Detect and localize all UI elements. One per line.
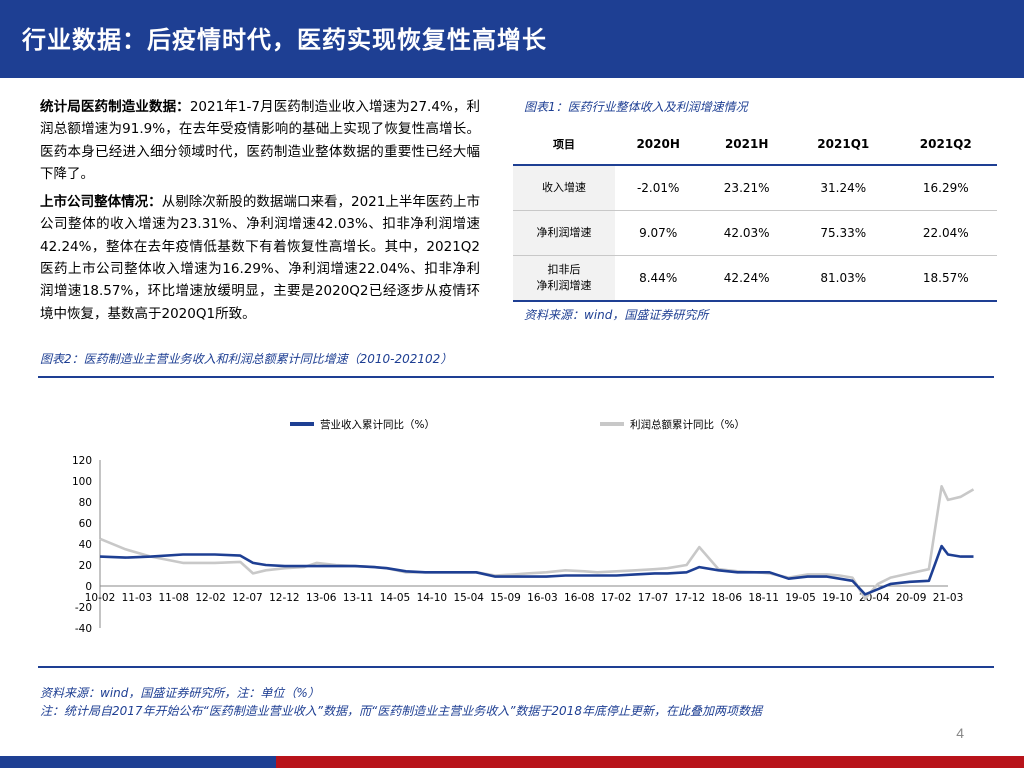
table-cell: 75.33% (792, 210, 895, 256)
y-tick-label: 120 (72, 455, 92, 467)
table-cell: 81.03% (792, 255, 895, 302)
table-header-2021q1: 2021Q1 (792, 124, 895, 166)
y-tick-label: 0 (85, 581, 92, 593)
series-line-revenue (99, 544, 974, 596)
y-tick-label: 60 (79, 518, 92, 530)
table-cell: 31.24% (792, 165, 895, 211)
page-number: 4 (956, 725, 964, 741)
table-caption: 图表1：医药行业整体收入及利润增速情况 (524, 100, 748, 114)
x-tick-label: 18-11 (748, 592, 779, 604)
table-source: 资料来源：wind，国盛证券研究所 (524, 308, 709, 322)
y-tick-label: 80 (79, 497, 92, 509)
table-cell: 23.21% (701, 165, 793, 211)
title-bar (0, 0, 1024, 78)
table-row-label-line2: 净利润增速 (536, 279, 592, 292)
table-header-2020h: 2020H (615, 124, 702, 166)
table-header-row: 项目 2020H 2021H 2021Q1 2021Q2 (513, 124, 997, 166)
x-tick-label: 17-02 (601, 592, 632, 604)
y-tick-label: 20 (79, 560, 92, 572)
table-cell: 22.04% (894, 210, 997, 256)
y-axis: 120 100 80 60 40 20 0 -20 -40 (72, 455, 101, 635)
table-row: 净利润增速 9.07% 42.03% 75.33% 22.04% (513, 210, 997, 256)
table-row-label: 扣非后 净利润增速 (513, 255, 615, 302)
x-tick-label: 15-04 (453, 592, 484, 604)
y-tick-label: 100 (72, 476, 92, 488)
table-header-item: 项目 (513, 124, 615, 166)
footer-source: 资料来源：wind，国盛证券研究所，注：单位（%） (40, 686, 320, 700)
chart-caption: 图表2：医药制造业主营业务收入和利润总额累计同比增速（2010-202102） (40, 352, 453, 366)
growth-table: 项目 2020H 2021H 2021Q1 2021Q2 收入增速 -2.01%… (513, 124, 997, 302)
x-tick-label: 15-09 (490, 592, 521, 604)
y-tick-label: -40 (75, 623, 92, 635)
table-header-2021h: 2021H (701, 124, 793, 166)
x-tick-label: 12-12 (269, 592, 300, 604)
table-row-label: 净利润增速 (513, 210, 615, 256)
paragraph-stats-bureau-heading: 统计局医药制造业数据： (40, 99, 190, 115)
table-cell: 16.29% (894, 165, 997, 211)
table-row: 扣非后净利润增速 8.44% 42.24% 81.03% 18.57% (513, 255, 997, 302)
x-tick-label: 18-06 (712, 592, 743, 604)
paragraph-listed-companies-body: 从剔除次新股的数据端口来看，2021上半年医药上市公司整体的收入增速为23.31… (40, 194, 481, 322)
x-tick-label: 16-03 (527, 592, 558, 604)
x-tick-label: 17-12 (675, 592, 706, 604)
y-tick-label: 40 (79, 539, 92, 551)
table-row-label-line1: 扣非后 (547, 263, 581, 276)
table-cell: -2.01% (615, 165, 702, 211)
x-tick-label: 17-07 (638, 592, 669, 604)
chart-svg: 营业收入累计同比（%） 利润总额累计同比（%） 120 100 80 60 40 20 0 -… (72, 418, 975, 635)
x-tick-label: 10-02 (85, 592, 116, 604)
x-tick-label: 21-03 (933, 592, 964, 604)
table-header-2021q2: 2021Q2 (894, 124, 997, 166)
footer-bar-red (276, 756, 1024, 768)
x-tick-label: 13-06 (306, 592, 337, 604)
table-cell: 42.24% (701, 255, 793, 302)
x-axis: 10-02 11-03 11-08 12-02 12-07 12-12 13-06 13-11… (85, 585, 964, 604)
x-tick-label: 19-10 (822, 592, 853, 604)
y-tick-label: -20 (75, 602, 92, 614)
legend-label-revenue: 营业收入累计同比（%） (320, 418, 435, 431)
series-line-profit (99, 485, 975, 600)
x-tick-label: 14-10 (417, 592, 448, 604)
legend-label-profit: 利润总额累计同比（%） (630, 418, 745, 431)
table-cell: 42.03% (701, 210, 793, 256)
table-row-label: 收入增速 (513, 165, 615, 211)
footer-note: 注：统计局自2017年开始公布“医药制造业营业收入”数据，而“医药制造业主营业务… (40, 704, 762, 718)
x-tick-label: 14-05 (380, 592, 411, 604)
x-tick-label: 13-11 (343, 592, 374, 604)
x-tick-label: 20-09 (896, 592, 927, 604)
x-tick-label: 19-05 (785, 592, 816, 604)
table-cell: 18.57% (894, 255, 997, 302)
chart-bottom-rule (38, 666, 994, 668)
x-tick-label: 11-03 (122, 592, 153, 604)
paragraph-listed-companies-heading: 上市公司整体情况： (40, 194, 162, 211)
chart-legend: 营业收入累计同比（%） 利润总额累计同比（%） (290, 418, 745, 431)
x-tick-label: 16-08 (564, 592, 595, 604)
table-row: 收入增速 -2.01% 23.21% 31.24% 16.29% (513, 165, 997, 211)
page-title: 行业数据：后疫情时代，医药实现恢复性高增长 (22, 26, 547, 54)
x-tick-label: 12-02 (195, 592, 226, 604)
paragraph-listed-companies: 上市公司整体情况：从剔除次新股的数据端口来看，2021上半年医药上市公司整体的收… (40, 191, 480, 325)
table-cell: 8.44% (615, 255, 702, 302)
x-tick-label: 11-08 (158, 592, 189, 604)
paragraph-stats-bureau: 统计局医药制造业数据：2021年1-7月医药制造业收入增速为27.4%，利润总额… (40, 96, 480, 185)
x-tick-label: 12-07 (232, 592, 263, 604)
left-text-block: 统计局医药制造业数据：2021年1-7月医药制造业收入增速为27.4%，利润总额… (40, 96, 480, 331)
series-group (99, 485, 975, 600)
paragraph-stats-bureau-body: 2021年1-7月医药制造业收入增速为27.4%，利润总额增速为91.9%，在去… (40, 99, 481, 182)
chart-top-rule (38, 376, 994, 378)
table-cell: 9.07% (615, 210, 702, 256)
